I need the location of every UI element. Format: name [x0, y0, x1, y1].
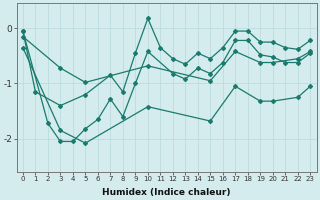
X-axis label: Humidex (Indice chaleur): Humidex (Indice chaleur) [102, 188, 231, 197]
